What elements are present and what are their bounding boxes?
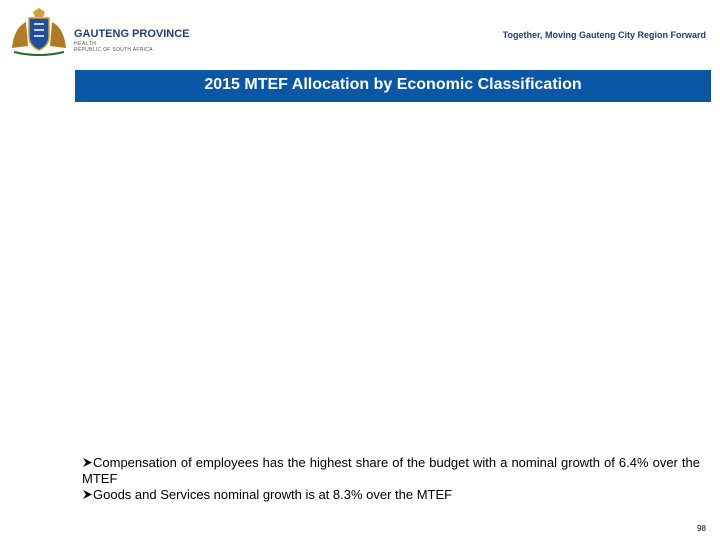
- slogan: Together, Moving Gauteng City Region For…: [502, 30, 706, 40]
- organization: GAUTENG PROVINCE: [74, 28, 190, 40]
- slide-title: 2015 MTEF Allocation by Economic Classif…: [75, 70, 711, 102]
- bullet-item: Compensation of employees has the highes…: [82, 455, 700, 487]
- bullet-arrow: [83, 490, 92, 499]
- bullet-list: Compensation of employees has the highes…: [82, 455, 700, 503]
- bullet-arrow: [83, 458, 92, 467]
- country: REPUBLIC OF SOUTH AFRICA: [74, 47, 153, 53]
- bullet-text: Goods and Services nominal growth is at …: [93, 487, 453, 502]
- page-number: 98: [697, 524, 706, 533]
- logo: [12, 8, 66, 56]
- department: HEALTH: [74, 41, 97, 47]
- bullet-text: Compensation of employees has the highes…: [82, 455, 700, 486]
- bullet-item: Goods and Services nominal growth is at …: [82, 487, 700, 503]
